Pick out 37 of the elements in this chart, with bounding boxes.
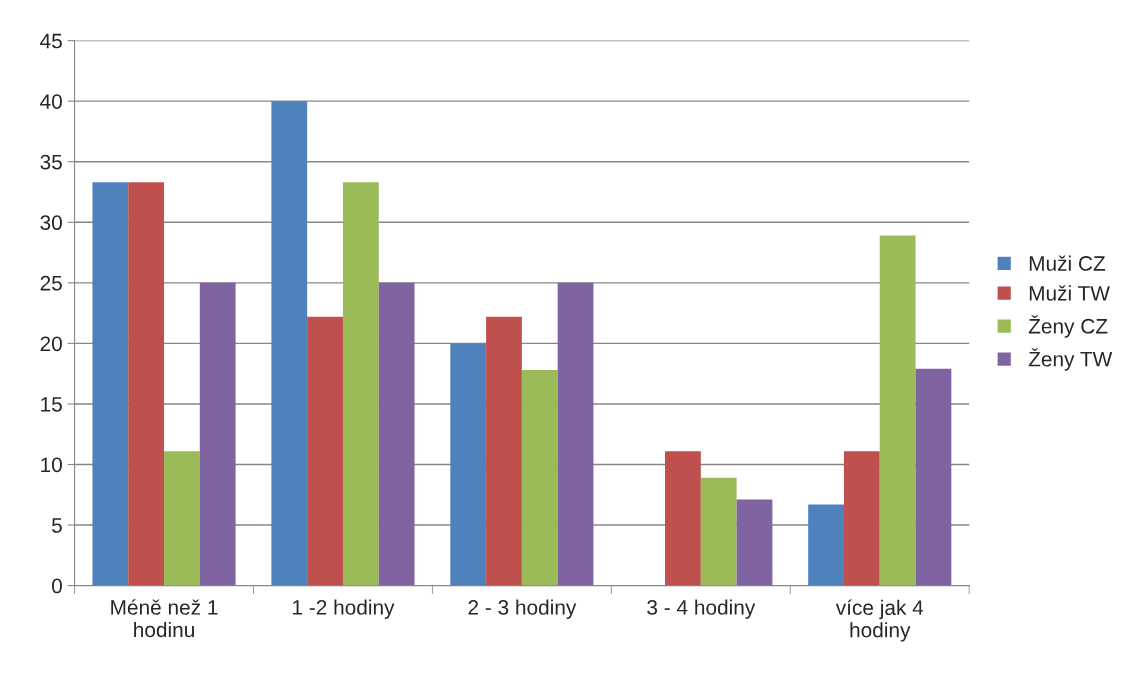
x-tick-label: více jak 4 hodiny <box>835 599 924 642</box>
bar <box>199 282 236 586</box>
bar <box>271 101 308 586</box>
y-tick-label: 45 <box>40 33 62 49</box>
bar <box>92 182 129 586</box>
y-tick-label: 30 <box>40 215 62 231</box>
y-tick-label: 10 <box>41 457 62 473</box>
y-tick-label: 15 <box>41 397 62 412</box>
y-tick-label: 20 <box>40 336 62 352</box>
bar <box>342 182 379 586</box>
bar <box>879 235 916 586</box>
x-tick-label: 3 - 4 hodiny <box>647 599 756 619</box>
bar <box>521 370 558 586</box>
bar <box>736 499 773 586</box>
legend-label: Ženy CZ <box>1028 315 1108 338</box>
bar <box>700 477 737 586</box>
bar <box>808 504 844 586</box>
bar <box>307 316 343 586</box>
x-tick-label: Méně než 1 hodinu <box>111 599 218 638</box>
bar <box>915 368 952 586</box>
bar <box>450 343 487 586</box>
legend-label: Muži CZ <box>1029 255 1106 271</box>
bar <box>843 451 880 586</box>
bar <box>665 451 701 586</box>
y-tick-label: 5 <box>52 518 62 533</box>
bar <box>486 316 522 586</box>
y-tick-label: 40 <box>40 94 62 109</box>
bar <box>164 451 200 586</box>
bar <box>557 282 594 586</box>
y-tick-label: 35 <box>40 154 62 170</box>
x-tick-label: 1 -2 hodiny <box>293 599 395 619</box>
y-tick-label: 0 <box>51 578 62 594</box>
bar <box>378 282 415 586</box>
legend-label: Muži TW <box>1029 285 1110 301</box>
y-tick-label: 25 <box>40 275 62 291</box>
x-tick-label: 2 - 3 hodiny <box>468 599 577 619</box>
legend-label: Ženy TW <box>1028 348 1113 371</box>
